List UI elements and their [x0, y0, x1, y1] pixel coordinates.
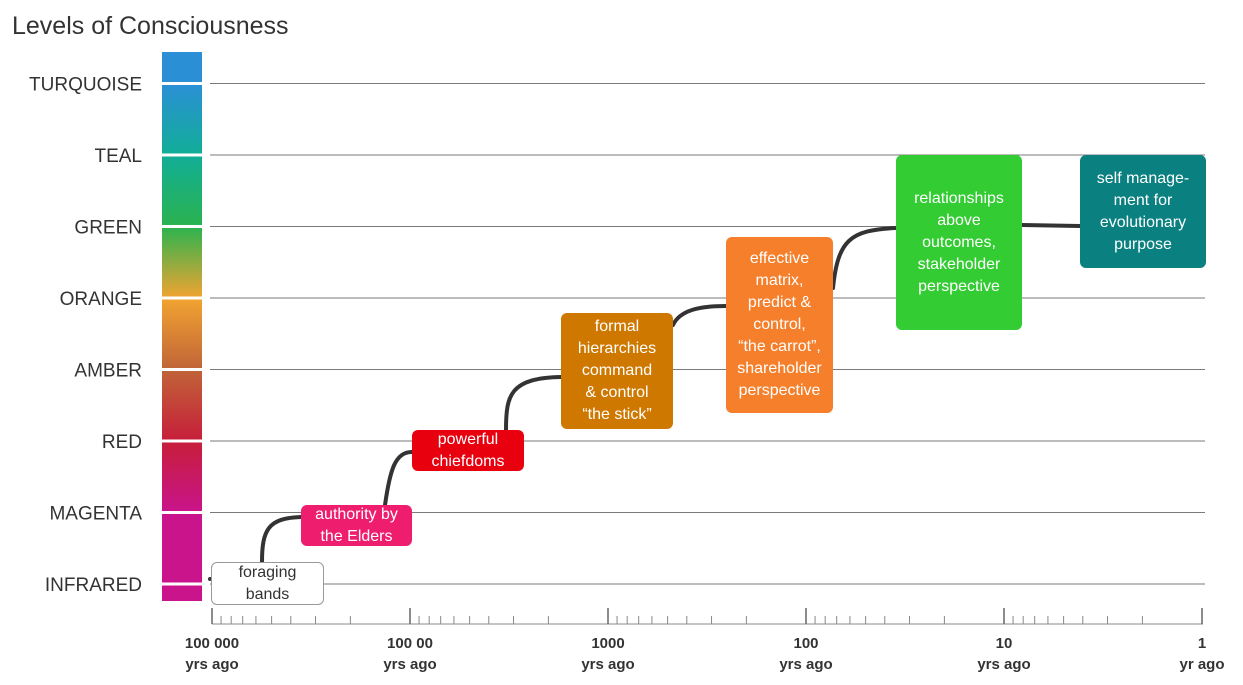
progress-curve-path [260, 223, 1082, 564]
level-label-turquoise: TURQUOISE [29, 75, 142, 96]
level-label-orange: ORANGE [60, 289, 142, 310]
stage-box-magenta: authority by the Elders [301, 505, 412, 546]
level-color-bar [162, 52, 202, 601]
x-tick-label: 1 [1198, 635, 1206, 652]
stage-box-infrared: foraging bands [211, 562, 324, 605]
x-tick-label: 10 [996, 635, 1013, 652]
x-tick-sublabel: yrs ago [383, 656, 436, 673]
level-label-amber: AMBER [74, 361, 142, 382]
stage-box-red: powerful chiefdoms [412, 430, 524, 471]
x-axis: 100 000 yrs ago 100 00 yrs ago 1000 yrs ago 10… [185, 608, 1225, 673]
x-tick-label: 100 [793, 635, 818, 652]
x-tick-label: 1000 [591, 635, 624, 652]
stage-box-green: relationships above outcomes, stakeholde… [896, 155, 1022, 330]
stage-box-teal: self manage- ment for evolutionary purpo… [1080, 155, 1206, 268]
level-label-green: GREEN [74, 218, 142, 239]
level-label-red: RED [102, 432, 142, 453]
level-label-magenta: MAGENTA [49, 504, 142, 525]
level-labels: INFRARED MAGENTA RED AMBER ORANGE GREEN TEAL TU… [29, 75, 142, 597]
level-label-teal: TEAL [94, 146, 142, 167]
chart-title: Levels of Consciousness [12, 12, 289, 40]
x-tick-label: 100 00 [387, 635, 433, 652]
x-tick-sublabel: yrs ago [185, 656, 238, 673]
level-label-infrared: INFRARED [45, 575, 142, 596]
stage-box-amber: formal hierarchies command & control “th… [561, 313, 673, 429]
x-tick-label: 100 000 [185, 635, 239, 652]
x-tick-sublabel: yrs ago [977, 656, 1030, 673]
x-tick-sublabel: yr ago [1179, 656, 1224, 673]
color-bar [162, 52, 202, 601]
stage-box-orange: effective matrix, predict & control, “th… [726, 237, 833, 413]
x-tick-sublabel: yrs ago [779, 656, 832, 673]
x-tick-sublabel: yrs ago [581, 656, 634, 673]
